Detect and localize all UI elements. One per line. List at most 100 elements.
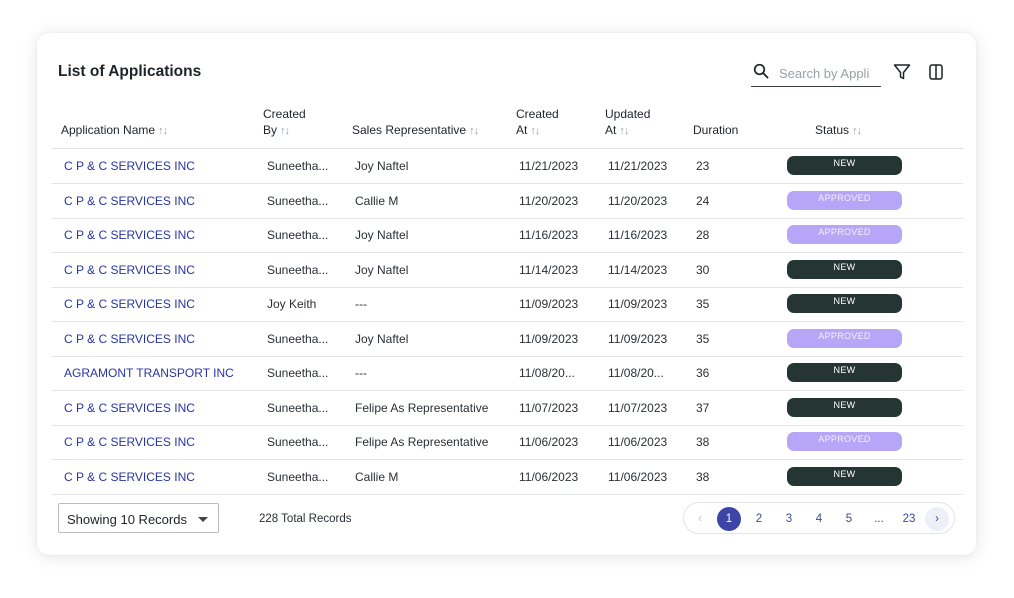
created-by: Suneetha... [267, 262, 329, 277]
created-by: Suneetha... [267, 469, 329, 484]
created-at: 11/20/2023 [519, 193, 579, 208]
sort-icon[interactable]: ↑↓ [469, 125, 479, 137]
prev-page-button[interactable]: ‹ [698, 513, 702, 525]
status-badge: NEW [787, 259, 902, 279]
search-box[interactable] [751, 60, 881, 87]
application-name-link[interactable]: AGRAMONT TRANSPORT INC [64, 366, 234, 380]
sales-representative: Joy Naftel [355, 331, 409, 346]
application-name-link[interactable]: C P & C SERVICES INC [64, 435, 195, 449]
created-by: Suneetha... [267, 331, 329, 346]
updated-at: 11/21/2023 [608, 159, 668, 173]
duration: 28 [696, 228, 710, 242]
created-by: Suneetha... [267, 435, 329, 449]
duration: 36 [696, 366, 710, 380]
status-badge: APPROVED [787, 432, 902, 451]
table-row[interactable]: C P & C SERVICES INC Suneetha... Felipe As… [51, 425, 963, 460]
created-at: 11/08/20... [519, 366, 575, 380]
page-button[interactable]: 23 [902, 513, 916, 525]
page-button[interactable]: 3 [785, 513, 793, 525]
updated-at: 11/20/2023 [608, 193, 668, 208]
application-name-link[interactable]: C P & C SERVICES INC [64, 228, 195, 242]
chevron-down-icon [198, 517, 208, 522]
updated-at: 11/06/2023 [608, 469, 668, 484]
updated-at: 11/07/2023 [608, 400, 668, 415]
status-badge: APPROVED [787, 328, 902, 348]
total-records: 228 Total Records [259, 513, 352, 525]
status-badge: NEW [787, 363, 902, 382]
created-at: 11/06/2023 [519, 469, 579, 484]
duration: 30 [696, 262, 710, 277]
sort-icon[interactable]: ↑↓ [852, 125, 862, 137]
created-by: Suneetha... [267, 193, 329, 208]
table-row[interactable]: C P & C SERVICES INC Suneetha... Joy Nafte… [51, 149, 963, 184]
status-badge: NEW [787, 466, 902, 486]
sort-icon[interactable]: ↑↓ [530, 125, 540, 137]
sales-representative: --- [355, 366, 367, 380]
table-row[interactable]: C P & C SERVICES INC Suneetha... Callie M 1… [51, 184, 963, 219]
status-badge: NEW [787, 397, 902, 417]
sales-representative: Callie M [355, 469, 399, 484]
application-name-link[interactable]: C P & C SERVICES INC [64, 331, 195, 346]
created-by: Joy Keith [267, 297, 317, 311]
status-badge: APPROVED [787, 190, 902, 210]
sales-representative: Felipe As Representative [355, 435, 489, 449]
header-divider [51, 148, 963, 149]
search-input[interactable] [777, 62, 881, 84]
sales-representative: Joy Naftel [355, 228, 409, 242]
updated-at: 11/09/2023 [608, 331, 668, 346]
duration: 24 [696, 193, 710, 208]
column-header-duration: Duration [693, 123, 739, 137]
column-header-created-by[interactable]: Created By ↑↓ [263, 107, 306, 137]
duration: 37 [696, 400, 710, 415]
table-row[interactable]: C P & C SERVICES INC Suneetha... Joy Nafte… [51, 322, 963, 357]
created-at: 11/09/2023 [519, 331, 579, 346]
created-by: Suneetha... [267, 159, 329, 173]
column-header-sales-representative[interactable]: Sales Representative ↑↓ [352, 123, 479, 137]
sort-icon[interactable]: ↑↓ [280, 125, 290, 137]
application-name-link[interactable]: C P & C SERVICES INC [64, 193, 195, 208]
duration: 35 [696, 331, 710, 346]
column-header-created-at[interactable]: Created At ↑↓ [516, 107, 559, 137]
columns-icon[interactable] [926, 62, 946, 82]
sort-icon[interactable]: ↑↓ [158, 125, 168, 137]
duration: 35 [696, 297, 710, 311]
sort-icon[interactable]: ↑↓ [619, 125, 629, 137]
sales-representative: --- [355, 297, 367, 311]
table-row[interactable]: C P & C SERVICES INC Suneetha... Callie M 1… [51, 460, 963, 495]
page-button[interactable]: 1 [717, 507, 741, 531]
next-page-button[interactable]: › [925, 507, 949, 531]
created-at: 11/16/2023 [519, 228, 579, 242]
created-at: 11/09/2023 [519, 297, 579, 311]
pagination: ‹ 1 2 3 4 5 ... 23 › [683, 502, 955, 534]
filter-icon[interactable] [892, 62, 912, 82]
application-name-link[interactable]: C P & C SERVICES INC [64, 159, 195, 173]
application-name-link[interactable]: C P & C SERVICES INC [64, 297, 195, 311]
sales-representative: Felipe As Representative [355, 400, 489, 415]
column-header-application-name[interactable]: Application Name ↑↓ [61, 123, 168, 137]
sales-representative: Joy Naftel [355, 262, 409, 277]
column-header-status[interactable]: Status ↑↓ [815, 123, 862, 137]
updated-at: 11/14/2023 [608, 262, 668, 277]
page-button[interactable]: 4 [815, 513, 823, 525]
table-row[interactable]: AGRAMONT TRANSPORT INC Suneetha... --- 11/0… [51, 356, 963, 391]
column-header-updated-at[interactable]: Updated At ↑↓ [605, 107, 651, 137]
duration: 38 [696, 435, 710, 449]
updated-at: 11/06/2023 [608, 435, 668, 449]
application-name-link[interactable]: C P & C SERVICES INC [64, 400, 195, 415]
table-row[interactable]: C P & C SERVICES INC Joy Keith --- 11/09/20… [51, 287, 963, 322]
table-row[interactable]: C P & C SERVICES INC Suneetha... Joy Nafte… [51, 218, 963, 253]
created-by: Suneetha... [267, 228, 329, 242]
page-ellipsis: ... [874, 513, 884, 525]
page-title: List of Applications [58, 63, 202, 80]
application-name-link[interactable]: C P & C SERVICES INC [64, 469, 195, 484]
status-badge: NEW [787, 294, 902, 313]
status-badge: NEW [787, 156, 902, 175]
duration: 23 [696, 159, 710, 173]
page-button[interactable]: 5 [845, 513, 853, 525]
updated-at: 11/08/20... [608, 366, 664, 380]
table-row[interactable]: C P & C SERVICES INC Suneetha... Joy Nafte… [51, 253, 963, 288]
records-per-page-select[interactable]: Showing 10 Records [58, 503, 219, 533]
table-row[interactable]: C P & C SERVICES INC Suneetha... Felipe As… [51, 391, 963, 426]
application-name-link[interactable]: C P & C SERVICES INC [64, 262, 195, 277]
page-button[interactable]: 2 [755, 513, 763, 525]
